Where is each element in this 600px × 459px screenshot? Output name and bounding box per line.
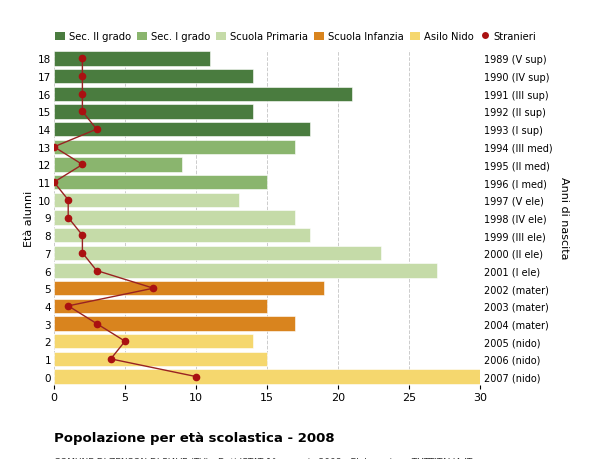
- Y-axis label: Anni di nascita: Anni di nascita: [559, 177, 569, 259]
- Bar: [54, 264, 437, 278]
- Text: COMUNE DI ZENSON DI PIAVE (TV) - Dati ISTAT 1° gennaio 2008 - Elaborazione TUTTI: COMUNE DI ZENSON DI PIAVE (TV) - Dati IS…: [54, 457, 472, 459]
- Bar: [54, 193, 239, 207]
- Bar: [54, 87, 352, 102]
- Bar: [54, 281, 324, 296]
- Text: Popolazione per età scolastica - 2008: Popolazione per età scolastica - 2008: [54, 431, 335, 444]
- Legend: Sec. II grado, Sec. I grado, Scuola Primaria, Scuola Infanzia, Asilo Nido, Stran: Sec. II grado, Sec. I grado, Scuola Prim…: [55, 32, 536, 42]
- Bar: [54, 352, 267, 366]
- Bar: [54, 229, 310, 243]
- Bar: [54, 70, 253, 84]
- Bar: [54, 317, 295, 331]
- Bar: [54, 52, 210, 67]
- Bar: [54, 105, 253, 119]
- Bar: [54, 140, 295, 155]
- Bar: [54, 246, 380, 261]
- Bar: [54, 369, 480, 384]
- Bar: [54, 158, 182, 172]
- Bar: [54, 299, 267, 313]
- Bar: [54, 211, 295, 225]
- Bar: [54, 175, 267, 190]
- Y-axis label: Età alunni: Età alunni: [24, 190, 34, 246]
- Bar: [54, 123, 310, 137]
- Bar: [54, 334, 253, 349]
